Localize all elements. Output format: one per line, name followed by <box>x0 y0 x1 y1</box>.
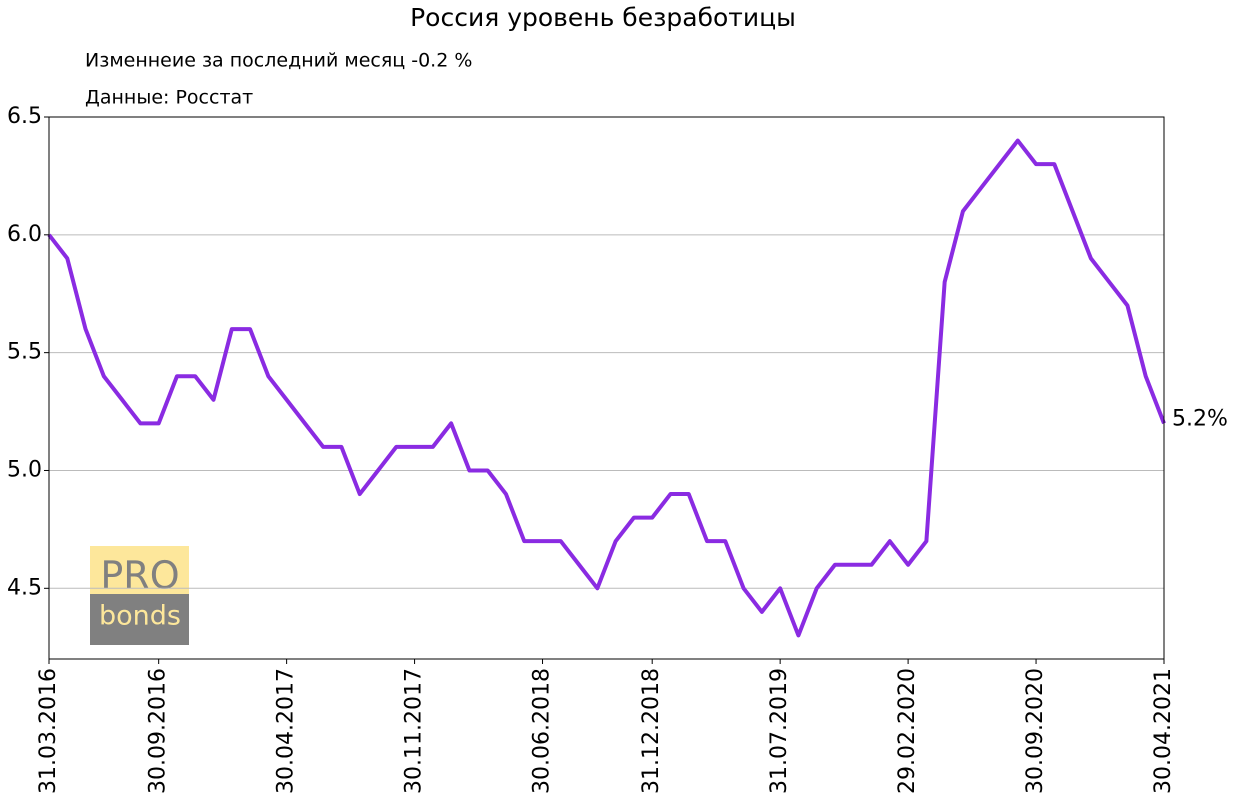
plot-frame <box>48 116 1165 660</box>
y-tick-label: 6.5 <box>7 104 42 129</box>
x-tick-label: 31.07.2019 <box>767 668 792 794</box>
data-line <box>47 138 1166 638</box>
x-tick-label: 30.04.2017 <box>274 668 299 794</box>
logo-text: bonds <box>99 601 181 632</box>
subtitle: Изменнеие за последний месяц -0.2 % <box>85 50 472 72</box>
x-tick-label: 30.11.2017 <box>402 668 427 794</box>
x-tick-label: 30.09.2016 <box>146 668 171 794</box>
value-label: 5.2% <box>1172 406 1228 431</box>
y-tick-label: 4.5 <box>7 575 42 600</box>
logo-top <box>90 546 189 594</box>
subtitle: Данные: Росстат <box>85 87 253 109</box>
x-tick-label: 31.12.2018 <box>639 668 664 794</box>
y-tick-label: 5.5 <box>7 340 42 365</box>
y-tick-label: 6.0 <box>7 222 42 247</box>
logo-bottom <box>90 594 189 645</box>
x-tick-label: 30.04.2021 <box>1151 668 1176 794</box>
x-tick-label: 29.02.2020 <box>895 668 920 794</box>
x-tick-label: 30.09.2020 <box>1023 668 1048 794</box>
chart-title: Россия уровень безработицы <box>410 3 796 32</box>
x-tick-label: 31.03.2016 <box>36 668 61 794</box>
y-tick-label: 5.0 <box>7 457 42 482</box>
logo-text: PRO <box>100 554 179 598</box>
x-tick-label: 30.06.2018 <box>530 668 555 794</box>
